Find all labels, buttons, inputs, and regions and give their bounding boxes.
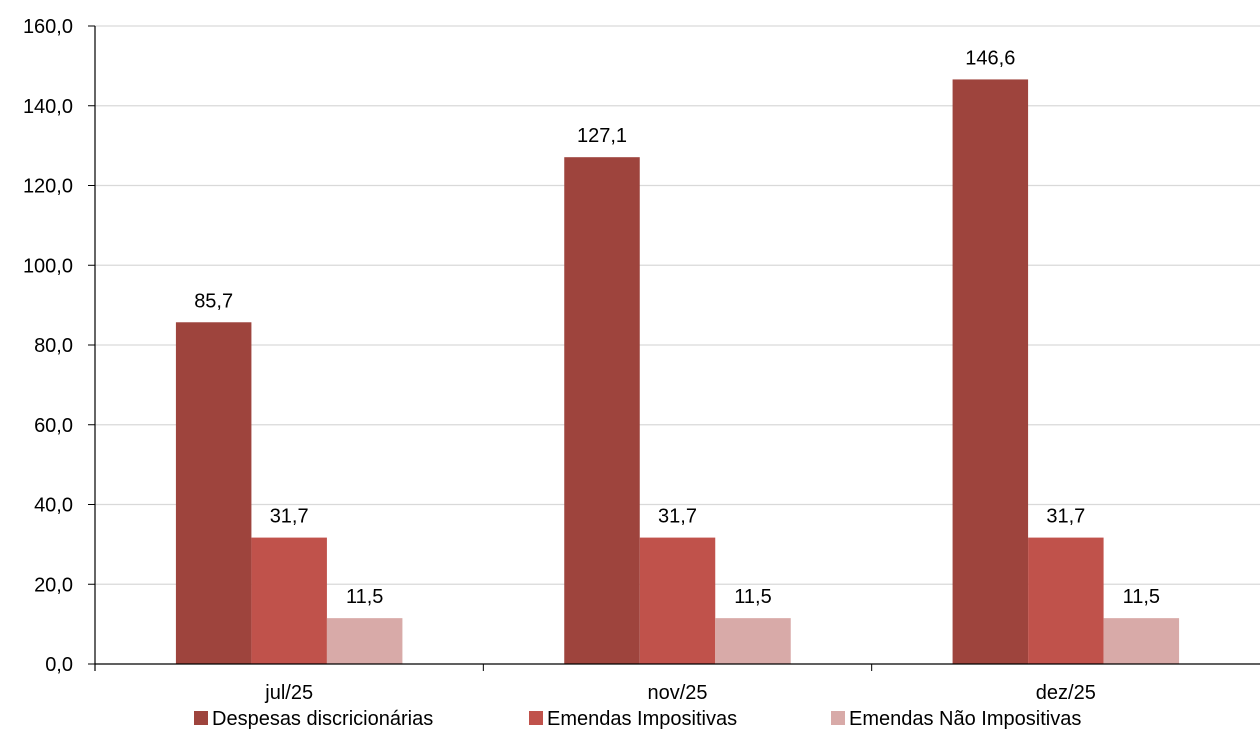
data-label: 31,7: [270, 506, 309, 528]
x-axis-tick-labels: jul/25 nov/25 dez/25: [264, 682, 1096, 704]
bar: [1028, 537, 1104, 664]
data-labels: 85,7 31,7 11,5 127,1 31,7 11,5 146,6 31,7 11,5: [194, 47, 1160, 608]
data-label: 11,5: [1123, 586, 1160, 608]
data-label: 146,6: [965, 47, 1015, 69]
y-tick-label: 120,0: [23, 176, 73, 198]
y-tick-label: 140,0: [23, 96, 73, 118]
data-label: 127,1: [577, 125, 627, 147]
y-tick-label: 100,0: [23, 255, 73, 277]
x-tick-label: nov/25: [647, 682, 707, 704]
bar: [715, 618, 791, 664]
bars: [175, 79, 1180, 665]
y-tick-label: 0,0: [45, 654, 73, 676]
bar: [326, 618, 403, 664]
legend-swatch: [831, 711, 845, 725]
bar: [1103, 618, 1180, 664]
y-tick-label: 20,0: [34, 574, 73, 596]
bar: [175, 322, 252, 664]
legend-label: Emendas Impositivas: [547, 708, 737, 730]
y-tick-label: 60,0: [34, 415, 73, 437]
y-axis-tick-labels: 0,0 20,0 40,0 60,0 80,0 100,0 120,0 140,0 160,0: [23, 16, 73, 676]
legend-swatch: [529, 711, 543, 725]
y-tick-label: 160,0: [23, 16, 73, 38]
legend: Despesas discricionárias Emendas Impositi…: [194, 708, 1081, 730]
gridlines: [95, 25, 1260, 585]
data-label: 31,7: [1046, 506, 1085, 528]
legend-swatch: [194, 711, 208, 725]
x-tick-label: dez/25: [1036, 682, 1096, 704]
data-label: 11,5: [346, 586, 383, 608]
bar: [952, 79, 1029, 665]
axes: [88, 25, 1260, 671]
legend-label: Despesas discricionárias: [212, 708, 433, 730]
bar: [251, 537, 327, 664]
data-label: 31,7: [658, 506, 697, 528]
data-label: 85,7: [194, 290, 233, 312]
y-tick-label: 80,0: [34, 335, 73, 357]
legend-label: Emendas Não Impositivas: [849, 708, 1081, 730]
x-tick-label: jul/25: [264, 682, 313, 704]
bar: [639, 537, 716, 664]
data-label: 11,5: [734, 586, 771, 608]
bar: [564, 157, 640, 664]
y-tick-label: 40,0: [34, 495, 73, 517]
